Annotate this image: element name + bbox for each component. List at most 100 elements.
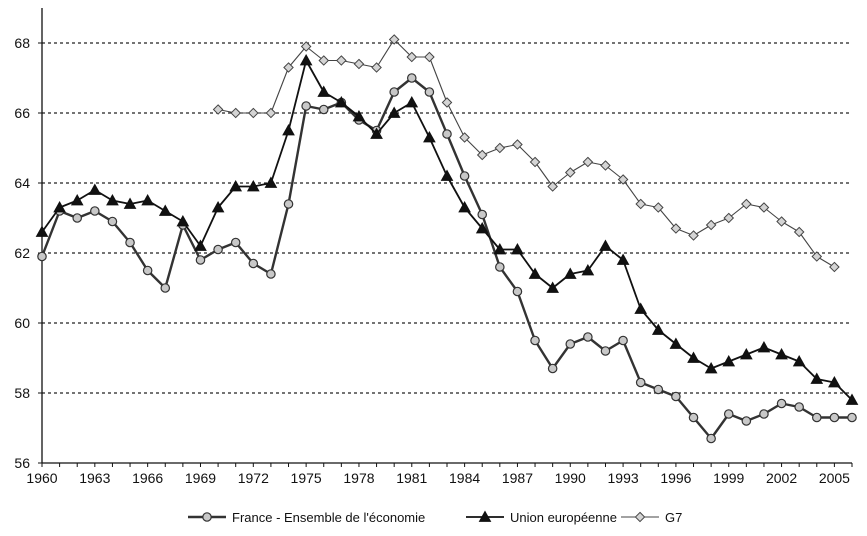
data-point [405,95,419,108]
data-point [811,251,823,262]
data-point [741,416,752,426]
data-point [723,409,734,419]
y-tick-label: 60 [14,315,30,331]
data-point [176,214,190,227]
data-point [352,109,366,122]
data-point [442,129,452,139]
legend-label: G7 [665,510,682,525]
data-point [248,258,259,269]
data-point [634,302,648,314]
y-tick-label: 64 [14,175,30,191]
data-point [652,202,664,213]
data-point [829,261,840,273]
data-point [845,393,859,405]
data-point [300,41,312,52]
data-point [459,171,470,181]
x-tick-label: 1972 [238,470,269,486]
data-point [581,263,595,276]
data-point [72,213,83,223]
data-point [564,167,576,178]
x-tick-label: 1981 [396,470,427,486]
data-point [741,198,752,210]
x-tick-label: 1963 [79,470,110,486]
data-point [829,412,840,423]
data-point [616,253,630,265]
data-point [671,391,681,402]
data-point [441,97,453,108]
data-point [635,377,646,388]
legend-marker [634,511,646,523]
series-group [35,34,859,444]
y-tick-label: 66 [14,105,30,121]
data-point [283,199,294,209]
data-point [388,34,400,45]
data-point [494,142,506,154]
x-tick-label: 1969 [185,470,216,486]
data-point [512,139,523,150]
series-1 [35,53,859,405]
data-point [195,255,206,265]
data-point [283,62,294,73]
data-point [141,193,155,206]
data-point [160,283,171,293]
y-tick-label: 62 [14,245,30,261]
data-point [387,106,401,118]
series-2 [212,34,840,273]
data-point [617,174,629,185]
data-point [828,375,841,388]
data-point [758,202,770,213]
data-point [493,242,507,255]
data-point [600,346,611,356]
data-point [318,104,329,115]
data-point [739,347,753,360]
data-point [528,267,542,279]
legend-item: Union européenne [466,510,617,525]
data-point [371,62,382,73]
data-point [37,251,47,262]
data-point [704,361,718,374]
data-point [635,198,647,210]
data-point [299,53,313,66]
data-point [651,323,665,335]
data-point [334,95,348,108]
data-point [775,347,788,360]
data-point [282,123,295,136]
data-point [759,409,769,419]
series-0 [37,73,857,444]
axes [38,8,853,467]
data-point [582,156,594,168]
data-point [512,286,523,297]
data-point [229,179,243,192]
y-tick-label: 56 [14,455,30,471]
data-point [123,197,137,209]
data-point [458,200,471,213]
data-point [459,132,470,143]
data-point [265,107,277,119]
legend-marker [202,512,212,522]
data-point [776,398,787,409]
data-point [705,219,717,231]
data-point [424,51,435,63]
data-point [653,384,664,395]
data-point [423,130,436,143]
data-point [212,104,224,115]
data-point [158,204,172,216]
data-point [495,262,505,272]
data-point [477,209,488,220]
data-point [211,200,225,213]
data-point [757,340,771,353]
data-point [246,179,260,192]
data-point [230,107,242,119]
data-point [53,200,66,213]
data-point [476,149,488,161]
data-point [688,230,699,241]
data-point [563,267,577,279]
x-tick-label: 1978 [343,470,374,486]
legend-item: France - Ensemble de l'économie [188,510,425,525]
x-tick-label: 1999 [713,470,744,486]
data-point [529,156,541,168]
data-point [530,335,540,346]
x-tick-label: 1975 [291,470,322,486]
tick-labels: 56 58 60 62 64 66 68 1960 1963 1966 1969 1972 1975 19… [14,35,850,486]
